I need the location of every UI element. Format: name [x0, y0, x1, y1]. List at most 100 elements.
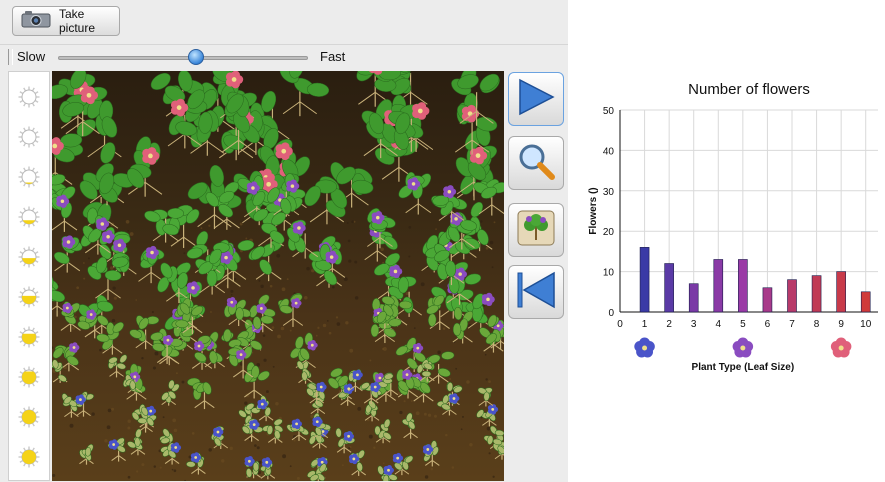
plant [144, 208, 184, 243]
plant [364, 400, 380, 422]
plant [205, 181, 240, 230]
slow-label: Slow [17, 49, 46, 64]
y-tick-label: 40 [603, 146, 615, 157]
x-tick-label: 3 [691, 319, 697, 330]
rewind-button[interactable] [508, 265, 564, 319]
plant [308, 243, 342, 288]
sun-level-icon [18, 406, 40, 428]
x-tick-label: 7 [789, 319, 795, 330]
sun-level-icon [18, 446, 40, 468]
plant [52, 133, 84, 187]
sun-level-icon [18, 326, 40, 348]
plant [80, 207, 111, 255]
plant [477, 387, 494, 407]
plant [436, 393, 460, 416]
plant [77, 309, 109, 339]
plant [96, 322, 124, 355]
plant [186, 452, 206, 475]
plant [125, 363, 147, 401]
plant [286, 219, 319, 259]
plant [267, 173, 300, 217]
bar [738, 259, 748, 313]
plant [241, 418, 264, 442]
plant [296, 360, 313, 384]
plant [223, 296, 252, 327]
plant [249, 294, 276, 333]
plant [87, 256, 129, 300]
plant [452, 307, 474, 344]
sun-level-icon [18, 86, 40, 108]
plant [123, 374, 143, 394]
plant [309, 426, 331, 449]
sunlight-indicator-column [8, 71, 50, 481]
speed-slider-track[interactable] [58, 56, 308, 60]
y-tick-label: 0 [608, 308, 614, 319]
bar [787, 279, 797, 313]
plant [473, 179, 504, 216]
plant [257, 128, 299, 193]
bar [836, 271, 846, 313]
plant [262, 418, 284, 444]
plant [59, 71, 108, 137]
y-tick-label: 10 [603, 268, 615, 279]
plant [60, 301, 81, 332]
fast-label: Fast [320, 49, 346, 64]
bar [688, 283, 699, 313]
bar [639, 247, 650, 313]
plant [160, 442, 182, 465]
chart-title: Number of flowers [688, 81, 810, 98]
plant [416, 359, 435, 382]
plant [277, 292, 304, 327]
plant [398, 171, 432, 215]
plant [107, 354, 128, 378]
bar [762, 287, 773, 313]
flower-legend-icon [634, 337, 655, 358]
rewind-icon [515, 270, 557, 315]
plant [422, 440, 440, 467]
plant [211, 426, 229, 449]
plant [395, 337, 426, 372]
plant [243, 361, 270, 399]
y-tick-label: 50 [603, 106, 615, 117]
plant [221, 92, 257, 155]
plant [304, 176, 348, 225]
plant [446, 261, 482, 305]
x-tick-label: 6 [765, 319, 771, 330]
plant [54, 235, 83, 273]
plant [52, 273, 71, 317]
plant [129, 315, 160, 350]
plant-field-drawing [52, 71, 504, 481]
plant-card-button[interactable] [508, 203, 564, 257]
speed-slider-thumb[interactable] [187, 49, 204, 65]
flowers-chart: Number of flowers 0 10 20 30 40 50 0 1 2 3 4 5 6 7 8 9 10… [580, 70, 885, 390]
plant [445, 212, 477, 250]
plant [221, 328, 249, 361]
plant [479, 314, 504, 353]
plant [396, 369, 422, 399]
take-picture-button[interactable]: Take picture [12, 6, 120, 36]
y-tick-label: 20 [603, 227, 615, 238]
x-tick-label: 9 [838, 319, 844, 330]
plant [76, 97, 122, 160]
play-button[interactable] [508, 72, 564, 126]
flowers-chart-svg: Number of flowers 0 10 20 30 40 50 0 1 2 3 4 5 6 7 8 9 10… [588, 81, 878, 373]
plant [138, 245, 165, 284]
toolbar-grip[interactable] [8, 49, 13, 65]
plant [402, 412, 418, 439]
bar [713, 259, 724, 313]
plant [260, 457, 276, 480]
x-tick-label: 5 [740, 319, 746, 330]
plant [279, 71, 330, 117]
x-tick-label: 2 [666, 319, 672, 330]
plant [465, 292, 495, 331]
plant [431, 185, 468, 223]
plant [253, 208, 286, 248]
bar [664, 263, 674, 313]
plant [348, 369, 363, 392]
simulation-panel: Take picture Slow Fast [0, 0, 568, 482]
plant-field[interactable] [52, 71, 504, 481]
plant [191, 335, 213, 370]
plant [72, 391, 94, 417]
zoom-button[interactable] [508, 136, 564, 190]
plant [335, 428, 356, 454]
